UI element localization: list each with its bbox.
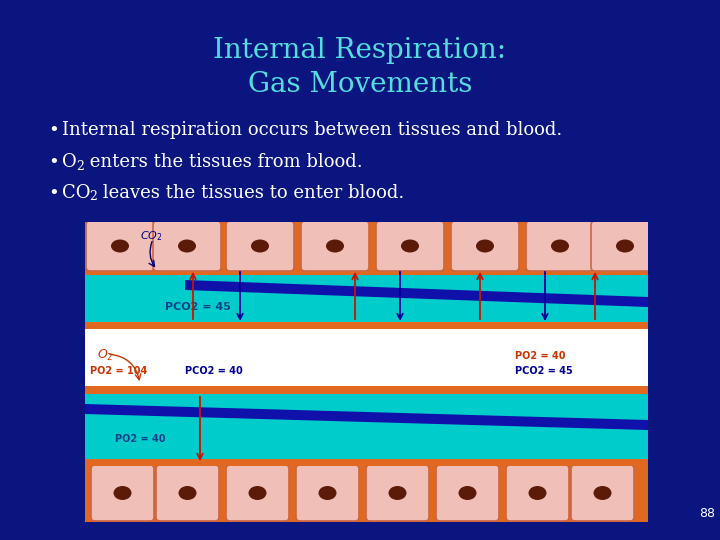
Ellipse shape — [318, 486, 336, 500]
Ellipse shape — [248, 486, 266, 500]
FancyBboxPatch shape — [591, 221, 659, 271]
FancyBboxPatch shape — [451, 221, 519, 271]
FancyBboxPatch shape — [156, 465, 219, 521]
FancyBboxPatch shape — [366, 465, 429, 521]
Polygon shape — [185, 280, 648, 307]
Ellipse shape — [178, 240, 196, 253]
Text: 88: 88 — [699, 507, 715, 520]
FancyBboxPatch shape — [226, 465, 289, 521]
Text: $O_2$: $O_2$ — [97, 348, 114, 363]
Text: Gas Movements: Gas Movements — [248, 71, 472, 98]
Bar — [85, 317, 648, 392]
Ellipse shape — [593, 486, 611, 500]
Text: 2: 2 — [89, 191, 97, 204]
FancyBboxPatch shape — [226, 221, 294, 271]
Text: PCO2 = 45: PCO2 = 45 — [165, 302, 231, 312]
Text: PO2 = 40: PO2 = 40 — [115, 434, 166, 444]
Text: O: O — [62, 153, 77, 171]
FancyBboxPatch shape — [506, 465, 569, 521]
FancyBboxPatch shape — [571, 465, 634, 521]
Text: PCO2 = 40: PCO2 = 40 — [185, 366, 243, 376]
Bar — [85, 386, 648, 394]
Text: •: • — [48, 153, 59, 171]
Bar — [85, 272, 648, 327]
Polygon shape — [85, 404, 648, 430]
FancyBboxPatch shape — [376, 221, 444, 271]
Text: •: • — [48, 121, 59, 139]
FancyBboxPatch shape — [296, 465, 359, 521]
Bar — [85, 459, 648, 466]
Text: CO: CO — [62, 184, 91, 202]
Bar — [85, 462, 648, 522]
Text: 2: 2 — [76, 159, 84, 172]
FancyBboxPatch shape — [436, 465, 499, 521]
Ellipse shape — [551, 240, 569, 253]
FancyBboxPatch shape — [153, 221, 221, 271]
Text: PO2 = 40: PO2 = 40 — [515, 351, 565, 361]
FancyBboxPatch shape — [86, 221, 154, 271]
Text: leaves the tissues to enter blood.: leaves the tissues to enter blood. — [97, 184, 404, 202]
Ellipse shape — [179, 486, 197, 500]
Bar — [85, 389, 648, 464]
FancyBboxPatch shape — [301, 221, 369, 271]
Ellipse shape — [476, 240, 494, 253]
Text: Internal respiration occurs between tissues and blood.: Internal respiration occurs between tiss… — [62, 121, 562, 139]
Ellipse shape — [389, 486, 407, 500]
Bar — [85, 220, 648, 270]
Ellipse shape — [401, 240, 419, 253]
Ellipse shape — [616, 240, 634, 253]
Ellipse shape — [326, 240, 344, 253]
Ellipse shape — [114, 486, 132, 500]
Bar — [85, 268, 648, 275]
Ellipse shape — [111, 240, 129, 253]
Text: •: • — [48, 184, 59, 202]
Ellipse shape — [459, 486, 477, 500]
Text: PCO2 = 45: PCO2 = 45 — [515, 366, 572, 376]
Text: PO2 = 104: PO2 = 104 — [90, 366, 148, 376]
Ellipse shape — [528, 486, 546, 500]
Text: enters the tissues from blood.: enters the tissues from blood. — [84, 153, 363, 171]
Bar — [85, 322, 648, 329]
FancyBboxPatch shape — [526, 221, 594, 271]
Text: Internal Respiration:: Internal Respiration: — [213, 37, 507, 64]
Text: $CO_2$: $CO_2$ — [140, 229, 163, 243]
Ellipse shape — [251, 240, 269, 253]
FancyBboxPatch shape — [91, 465, 154, 521]
